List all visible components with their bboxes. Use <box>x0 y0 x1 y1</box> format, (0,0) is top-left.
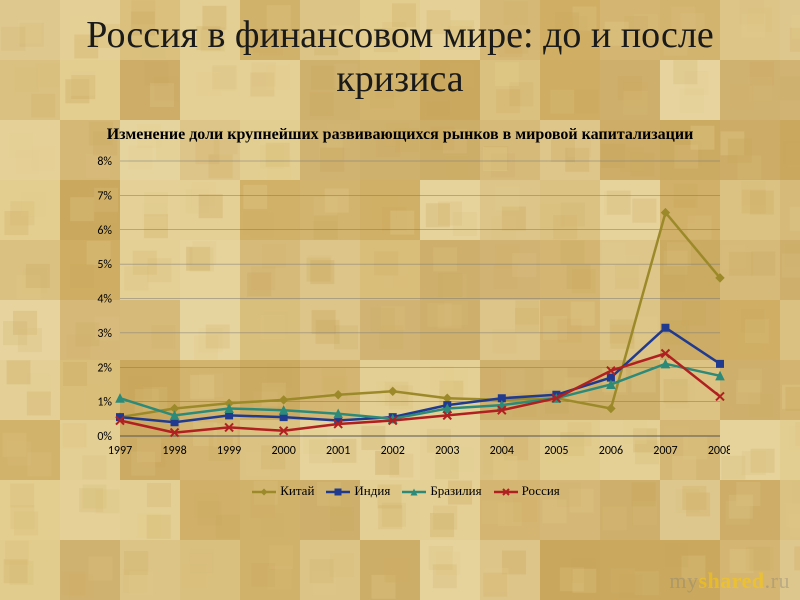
svg-text:2004: 2004 <box>490 444 514 458</box>
svg-text:2000: 2000 <box>271 444 295 458</box>
legend-label: Индия <box>354 483 390 498</box>
legend-label: Россия <box>522 483 560 498</box>
svg-text:2002: 2002 <box>381 444 405 458</box>
svg-text:2001: 2001 <box>326 444 350 458</box>
svg-text:2003: 2003 <box>435 444 459 458</box>
line-chart: 0% 1% 2% 3% 4% 5% 6% 7% 8% 1997 1998 1999 2000 2001 20… <box>70 151 730 481</box>
legend-label: Бразилия <box>430 483 481 498</box>
chart-container: Изменение доли крупнейших развивающихся … <box>70 125 730 499</box>
svg-text:2006: 2006 <box>599 444 623 458</box>
svg-text:2008: 2008 <box>708 444 730 458</box>
watermark-prefix: my <box>669 568 698 593</box>
chart-title: Изменение доли крупнейших развивающихся … <box>70 125 730 145</box>
svg-text:2007: 2007 <box>653 444 677 458</box>
legend-swatch <box>402 486 426 498</box>
legend-swatch <box>326 486 350 498</box>
watermark-highlight: shared <box>699 568 765 593</box>
slide-title: Россия в финансовом мире: до и после кри… <box>0 0 800 101</box>
svg-text:3%: 3% <box>97 327 112 341</box>
svg-text:6%: 6% <box>97 224 112 238</box>
svg-text:1998: 1998 <box>162 444 186 458</box>
slide: Россия в финансовом мире: до и после кри… <box>0 0 800 600</box>
svg-text:1997: 1997 <box>108 444 132 458</box>
svg-text:2005: 2005 <box>544 444 568 458</box>
svg-text:0%: 0% <box>97 430 112 444</box>
legend-swatch <box>494 486 518 498</box>
legend-swatch <box>252 486 276 498</box>
svg-text:1999: 1999 <box>217 444 241 458</box>
legend-label: Китай <box>280 483 314 498</box>
chart-legend: Китай Индия Бразилия Россия <box>70 483 730 499</box>
svg-text:8%: 8% <box>97 155 112 169</box>
svg-text:7%: 7% <box>97 189 112 203</box>
slide-content: Россия в финансовом мире: до и после кри… <box>0 0 800 600</box>
svg-text:4%: 4% <box>97 293 112 307</box>
watermark: myshared.ru <box>669 568 790 594</box>
svg-text:1%: 1% <box>97 396 112 410</box>
watermark-suffix: .ru <box>765 568 790 593</box>
svg-text:2%: 2% <box>97 361 112 375</box>
svg-text:5%: 5% <box>97 258 112 272</box>
